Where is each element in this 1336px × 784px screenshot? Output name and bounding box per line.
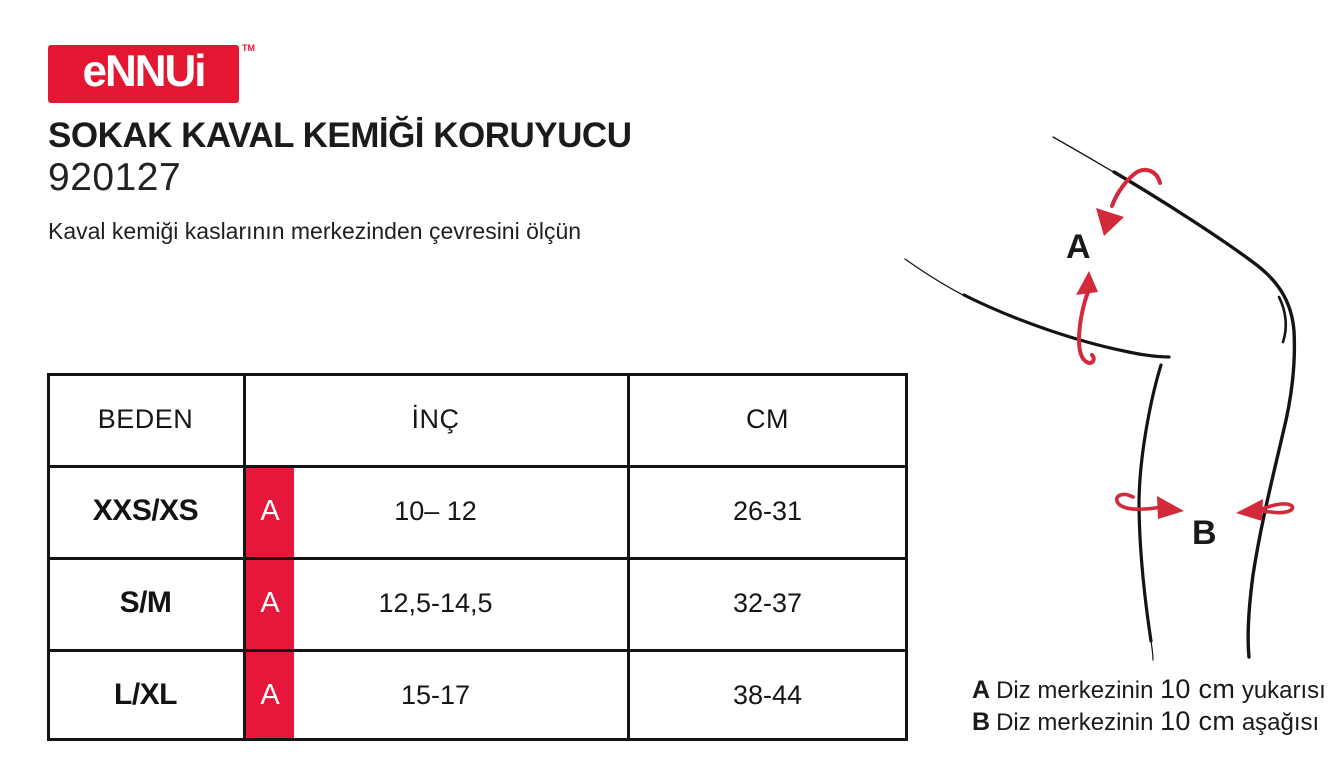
- brand-logo-box: eNNUi: [48, 45, 239, 103]
- table-border: [243, 373, 246, 741]
- table-border: [905, 373, 908, 741]
- legend-text: yukarısı: [1241, 677, 1326, 704]
- leg-outline: [904, 136, 1297, 661]
- size-table: A A A BEDEN İNÇ CM XXS/XS 10– 12 26-31 S…: [47, 373, 908, 741]
- legend-item-b: B Diz merkezinin 10 cm aşağısı: [972, 706, 1326, 738]
- brand-logo: eNNUi TM: [48, 43, 255, 103]
- brand-logo-text: eNNUi: [82, 46, 206, 97]
- legend-key-b: B: [972, 708, 991, 736]
- diagram-label-b: B: [1192, 514, 1217, 552]
- marker-cell: A: [260, 494, 280, 527]
- size-table-grid: BEDEN İNÇ CM XXS/XS 10– 12 26-31 S/M 12,…: [47, 373, 908, 741]
- measure-instruction: Kaval kemiği kaslarının merkezinden çevr…: [48, 218, 582, 244]
- marker-cell: A: [260, 678, 280, 711]
- legend-text: Diz merkezinin: [996, 677, 1154, 704]
- column-header-inch: İNÇ: [411, 403, 460, 434]
- table-border: [47, 649, 908, 652]
- inch-cell: 10– 12: [394, 495, 477, 526]
- legend-text: aşağısı: [1241, 709, 1320, 736]
- legend-item-a: A Diz merkezinin 10 cm yukarısı: [972, 674, 1326, 706]
- measure-arrow-a-top-icon: [1096, 167, 1162, 236]
- legend-text: Diz merkezinin: [996, 709, 1154, 736]
- table-border: [47, 373, 908, 376]
- trademark-symbol: TM: [242, 43, 255, 53]
- measurement-legend: A Diz merkezinin 10 cm yukarısı B Diz merk…: [972, 674, 1326, 738]
- inch-cell: 12,5-14,5: [378, 587, 493, 618]
- table-border: [47, 738, 908, 741]
- measure-arrow-a-up-icon: [1076, 271, 1098, 365]
- cm-cell: 26-31: [732, 495, 803, 526]
- product-title: SOKAK KAVAL KEMİĞİ KORUYUCU: [48, 116, 632, 155]
- measure-arrow-b-right-icon: [1236, 499, 1295, 521]
- column-header-cm: CM: [746, 403, 789, 434]
- size-cell: S/M: [119, 586, 172, 619]
- legend-key-a: A: [972, 676, 991, 704]
- marker-stripe: A A A: [246, 465, 294, 741]
- diagram-label-a: A: [1066, 228, 1091, 266]
- cm-cell: 32-37: [732, 587, 803, 618]
- marker-cell: A: [260, 586, 280, 619]
- leg-diagram: A B: [904, 136, 1297, 661]
- measure-arrow-b-left-icon: [1114, 492, 1184, 519]
- product-code: 920127: [48, 156, 182, 199]
- inch-cell: 15-17: [400, 679, 471, 710]
- column-header-size: BEDEN: [97, 403, 194, 434]
- legend-measure: 10 cm: [1160, 706, 1236, 736]
- cm-cell: 38-44: [732, 679, 803, 710]
- size-cell: L/XL: [114, 678, 178, 711]
- table-border: [47, 557, 908, 560]
- table-border: [47, 373, 50, 741]
- table-border: [627, 373, 630, 741]
- table-border: [47, 465, 908, 468]
- legend-measure: 10 cm: [1160, 674, 1236, 704]
- size-cell: XXS/XS: [92, 494, 199, 527]
